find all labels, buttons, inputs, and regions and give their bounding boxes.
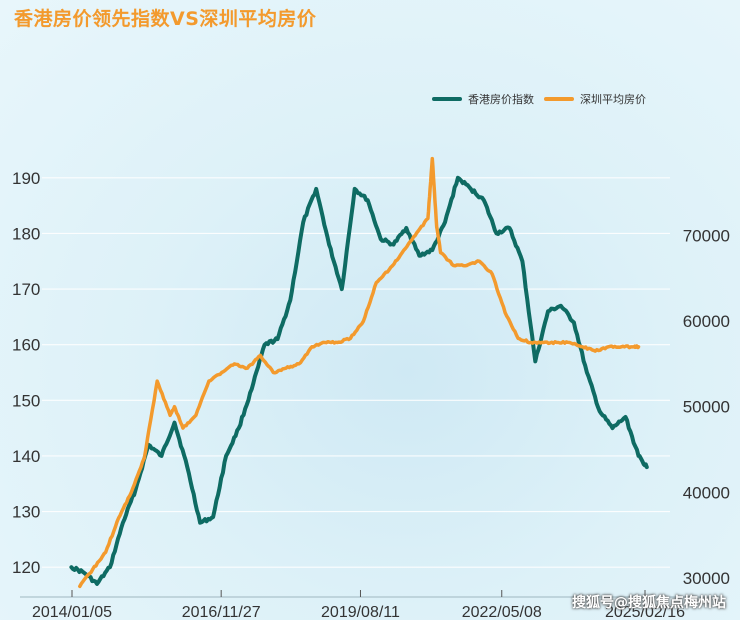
legend-item-hk: 香港房价指数 <box>432 91 534 107</box>
y-right-tick-label: 50000 <box>683 398 730 417</box>
legend-swatch-hk <box>432 97 462 101</box>
legend: 香港房价指数 深圳平均房价 <box>432 91 656 107</box>
y-right-tick-label: 60000 <box>683 312 730 331</box>
y-axis-right: 30000 40000 50000 60000 70000 <box>683 227 730 588</box>
y-left-tick-label: 190 <box>12 169 40 188</box>
x-axis: 2014/01/05 2016/11/27 2019/08/11 2022/05/08… <box>20 590 720 620</box>
legend-item-sz: 深圳平均房价 <box>544 91 646 107</box>
y-left-tick-label: 130 <box>12 503 40 522</box>
legend-swatch-sz <box>544 97 574 101</box>
x-tick-label: 2022/05/08 <box>462 604 542 620</box>
x-tick-label: 2019/08/11 <box>321 604 400 620</box>
x-tick-label: 2014/01/05 <box>32 604 112 620</box>
y-left-tick-label: 150 <box>12 391 40 410</box>
legend-label-hk: 香港房价指数 <box>468 93 534 106</box>
y-axis-left: 120 130 140 150 160 170 180 190 <box>12 169 40 577</box>
y-right-tick-label: 30000 <box>683 569 730 588</box>
chart-title: 香港房价领先指数VS深圳平均房价 <box>14 8 317 30</box>
y-right-tick-label: 40000 <box>683 483 730 502</box>
y-left-tick-label: 160 <box>12 336 40 355</box>
y-left-tick-label: 180 <box>12 224 40 243</box>
y-left-tick-label: 170 <box>12 280 40 299</box>
grid-lines <box>42 177 670 568</box>
legend-label-sz: 深圳平均房价 <box>580 93 646 106</box>
x-tick-label: 2025/02/16 <box>605 604 685 620</box>
y-right-tick-label: 70000 <box>683 227 730 246</box>
y-left-tick-label: 140 <box>12 447 40 466</box>
y-left-tick-label: 120 <box>12 558 40 577</box>
series-line-sz-price <box>78 156 641 589</box>
series-lines <box>69 156 649 589</box>
x-tick-label: 2016/11/27 <box>182 604 261 620</box>
watermark: 搜狐号@搜狐焦点梅州站 <box>572 595 726 611</box>
series-line-hk-index <box>69 175 649 586</box>
